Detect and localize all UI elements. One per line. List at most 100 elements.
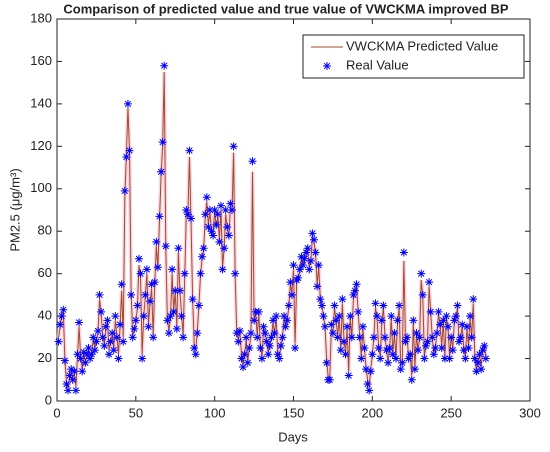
star-marker <box>188 295 197 304</box>
star-marker <box>428 333 437 342</box>
star-marker <box>283 316 292 325</box>
x-tick-label: 0 <box>53 405 60 420</box>
y-tick-label: 160 <box>30 53 52 68</box>
star-marker <box>417 269 426 278</box>
star-marker <box>338 295 347 304</box>
star-marker <box>87 350 96 359</box>
y-tick-label: 0 <box>45 392 52 407</box>
star-marker <box>423 337 432 346</box>
x-tick-label: 50 <box>129 405 143 420</box>
star-marker <box>458 320 467 329</box>
star-marker <box>275 354 284 363</box>
legend-box <box>302 34 525 79</box>
star-marker <box>250 316 259 325</box>
star-marker <box>123 99 132 108</box>
star-marker <box>387 312 396 321</box>
star-marker <box>261 329 270 338</box>
star-marker <box>399 248 408 257</box>
star-marker <box>316 295 325 304</box>
star-marker <box>319 312 328 321</box>
star-marker <box>369 333 378 342</box>
star-marker <box>59 305 68 314</box>
star-marker <box>190 343 199 352</box>
star-marker <box>131 316 140 325</box>
star-marker <box>333 333 342 342</box>
star-marker <box>235 326 244 335</box>
star-marker <box>103 316 112 325</box>
star-marker <box>365 386 374 395</box>
star-marker <box>294 273 303 282</box>
star-marker <box>276 341 285 350</box>
star-marker <box>70 367 79 376</box>
legend-label: Real Value <box>346 57 409 72</box>
star-marker <box>466 312 475 321</box>
star-marker <box>349 290 358 299</box>
star-marker <box>314 261 323 270</box>
star-marker <box>431 343 440 352</box>
star-marker <box>196 269 205 278</box>
star-marker <box>153 263 162 272</box>
star-marker <box>436 320 445 329</box>
star-marker <box>111 312 120 321</box>
star-marker <box>229 142 238 151</box>
star-marker <box>425 278 434 287</box>
star-marker <box>60 356 69 365</box>
star-marker <box>174 244 183 253</box>
star-marker <box>213 210 222 219</box>
star-marker <box>434 307 443 316</box>
star-marker <box>355 333 364 342</box>
star-marker <box>346 312 355 321</box>
star-marker <box>426 307 435 316</box>
chart-title: Comparison of predicted value and true v… <box>63 1 509 16</box>
star-marker <box>155 212 164 221</box>
star-marker <box>270 329 279 338</box>
star-marker <box>146 297 155 306</box>
star-marker <box>101 322 110 331</box>
star-marker <box>194 301 203 310</box>
star-marker <box>109 346 118 355</box>
star-marker <box>308 229 317 238</box>
star-marker <box>139 312 148 321</box>
star-marker <box>352 280 361 289</box>
star-marker <box>384 358 393 367</box>
star-marker <box>298 261 307 270</box>
x-tick-label: 150 <box>283 405 305 420</box>
star-marker <box>477 365 486 374</box>
star-marker <box>259 322 268 331</box>
star-marker <box>202 193 211 202</box>
star-marker <box>287 290 296 299</box>
star-marker <box>105 350 114 359</box>
star-marker <box>330 301 339 310</box>
star-marker <box>412 329 421 338</box>
star-marker <box>360 343 369 352</box>
star-marker <box>98 333 107 342</box>
star-marker <box>254 307 263 316</box>
star-marker <box>68 375 77 384</box>
star-marker <box>133 301 142 310</box>
star-marker <box>157 167 166 176</box>
star-marker <box>237 354 246 363</box>
star-marker <box>362 365 371 374</box>
star-marker <box>152 237 161 246</box>
star-marker <box>459 346 468 355</box>
star-marker <box>395 301 404 310</box>
series-line <box>58 72 487 389</box>
star-marker <box>401 337 410 346</box>
star-marker <box>164 329 173 338</box>
star-marker <box>130 324 139 333</box>
star-marker <box>90 346 99 355</box>
star-marker <box>119 337 128 346</box>
x-tick-label: 200 <box>361 405 383 420</box>
star-marker <box>210 206 219 214</box>
star-marker <box>385 343 394 352</box>
star-marker <box>297 252 306 261</box>
star-marker <box>224 231 233 240</box>
star-marker <box>357 354 366 363</box>
star-marker <box>286 278 295 287</box>
star-marker <box>183 210 192 219</box>
star-marker <box>291 343 300 352</box>
star-marker <box>232 329 241 338</box>
star-marker <box>321 322 330 331</box>
star-marker <box>278 333 287 342</box>
star-marker <box>199 244 208 253</box>
